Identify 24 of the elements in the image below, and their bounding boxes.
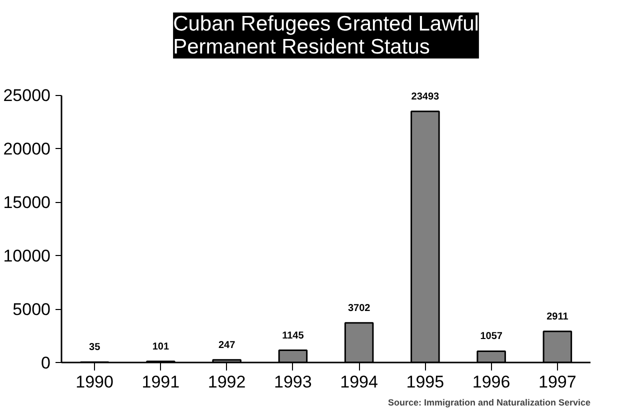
y-tick-label: 25000 [3, 86, 51, 106]
x-tick-label: 1996 [472, 372, 510, 392]
data-label: 1057 [480, 331, 503, 342]
x-tick-label: 1993 [274, 372, 312, 392]
x-tick-label: 1994 [340, 372, 378, 392]
data-label: 1145 [282, 330, 304, 342]
chart-title: Cuban Refugees Granted Lawful Permanent Resident Status [173, 12, 479, 58]
data-label: 101 [152, 341, 170, 352]
data-label: 35 [89, 342, 101, 354]
x-tick-label: 1991 [142, 372, 180, 392]
x-tick-label: 1997 [538, 372, 576, 392]
y-tick-label: 20000 [3, 140, 51, 159]
x-tick-label: 1992 [208, 372, 246, 392]
y-tick-label: 10000 [3, 246, 51, 266]
x-tick-label: 1990 [76, 372, 114, 392]
x-tick-label: 1995 [406, 372, 444, 392]
source-note: Source: Immigration and Naturalization Service [388, 398, 591, 408]
y-tick-label: 15000 [3, 193, 51, 212]
data-label: 247 [218, 340, 236, 351]
data-label: 23493 [411, 91, 440, 102]
y-tick-label: 5000 [12, 300, 51, 320]
data-label: 2911 [546, 311, 569, 322]
data-label: 3702 [348, 302, 371, 314]
y-tick-label: 0 [41, 354, 51, 372]
